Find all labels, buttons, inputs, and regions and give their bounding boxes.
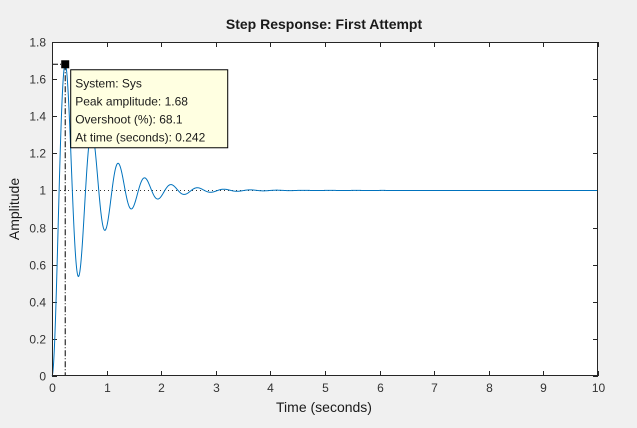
x-tick-label: 3 xyxy=(213,381,220,395)
datatip[interactable]: System: Sys Peak amplitude: 1.68 Oversho… xyxy=(70,69,229,149)
datatip-overshoot: Overshoot (%): 68.1 xyxy=(75,112,183,126)
y-tick-label: 1.2 xyxy=(29,147,46,161)
y-tick-label: 1.8 xyxy=(29,36,46,50)
x-tick-label: 4 xyxy=(267,381,274,395)
x-tick-label: 1 xyxy=(104,381,111,395)
chart-title: Step Response: First Attempt xyxy=(226,16,423,32)
x-tick-label: 5 xyxy=(322,381,329,395)
y-tick-label: 1.6 xyxy=(29,73,46,87)
y-tick-label: 0.8 xyxy=(29,222,46,236)
x-axis-ticks: 0 1 2 3 4 5 6 7 8 9 10 xyxy=(49,42,605,395)
y-tick-label: 0.6 xyxy=(29,259,46,273)
x-tick-label: 2 xyxy=(158,381,165,395)
x-tick-label: 9 xyxy=(540,381,547,395)
peak-marker[interactable] xyxy=(61,60,70,69)
axes-box xyxy=(52,42,598,376)
x-tick-label: 0 xyxy=(49,381,56,395)
datatip-system: System: Sys xyxy=(75,76,142,90)
datatip-peak-amplitude: Peak amplitude: 1.68 xyxy=(75,94,188,108)
datatip-peak-time: At time (seconds): 0.242 xyxy=(75,130,205,144)
datatip-box xyxy=(70,69,229,149)
y-tick-label: 0 xyxy=(39,370,46,384)
x-tick-label: 7 xyxy=(431,381,438,395)
y-tick-label: 1 xyxy=(39,184,46,198)
x-tick-label: 8 xyxy=(486,381,493,395)
y-tick-label: 1.4 xyxy=(29,110,46,124)
y-tick-label: 0.2 xyxy=(29,333,46,347)
y-axis-ticks: 0 0.2 0.4 0.6 0.8 1 1.2 1.4 1.6 1.8 xyxy=(29,36,598,384)
x-tick-label: 6 xyxy=(377,381,384,395)
step-response-line xyxy=(51,63,598,377)
x-axis-label: Time (seconds) xyxy=(276,399,372,415)
x-tick-label: 10 xyxy=(592,381,606,395)
y-axis-label: Amplitude xyxy=(6,178,22,240)
y-tick-label: 0.4 xyxy=(29,296,46,310)
